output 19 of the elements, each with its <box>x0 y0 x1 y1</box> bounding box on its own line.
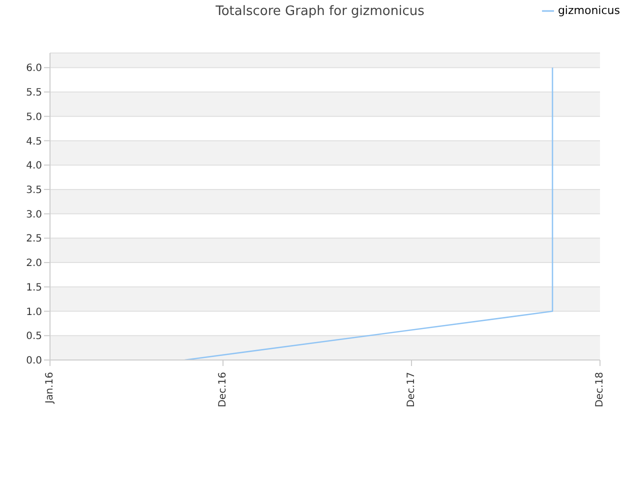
chart-title: Totalscore Graph for gizmonicus <box>216 4 424 19</box>
y-tick-label: 1.5 <box>26 282 42 294</box>
y-tick-label: 2.5 <box>26 234 42 245</box>
y-tick-label: 4.0 <box>26 160 42 172</box>
y-tick-label: 5.0 <box>26 112 42 123</box>
y-tick-label: 3.5 <box>26 184 42 196</box>
y-tick-label: 4.5 <box>26 136 42 148</box>
y-tick-label: 3.0 <box>26 209 42 220</box>
x-tick-label: Jan.16 <box>44 372 56 404</box>
y-tick-label: 0.5 <box>26 331 42 342</box>
y-tick-label: 1.0 <box>26 306 42 318</box>
x-tick-label: Dec.16 <box>218 372 229 408</box>
y-tick-label: 5.5 <box>26 88 42 99</box>
x-tick-label: Dec.17 <box>406 372 417 408</box>
y-tick-label: 6.0 <box>26 63 42 74</box>
y-tick-label: 2.0 <box>26 258 42 270</box>
y-tick-label: 0.0 <box>26 356 42 367</box>
legend-label: gizmonicus <box>558 4 620 17</box>
x-tick-label: Dec.18 <box>594 372 606 408</box>
